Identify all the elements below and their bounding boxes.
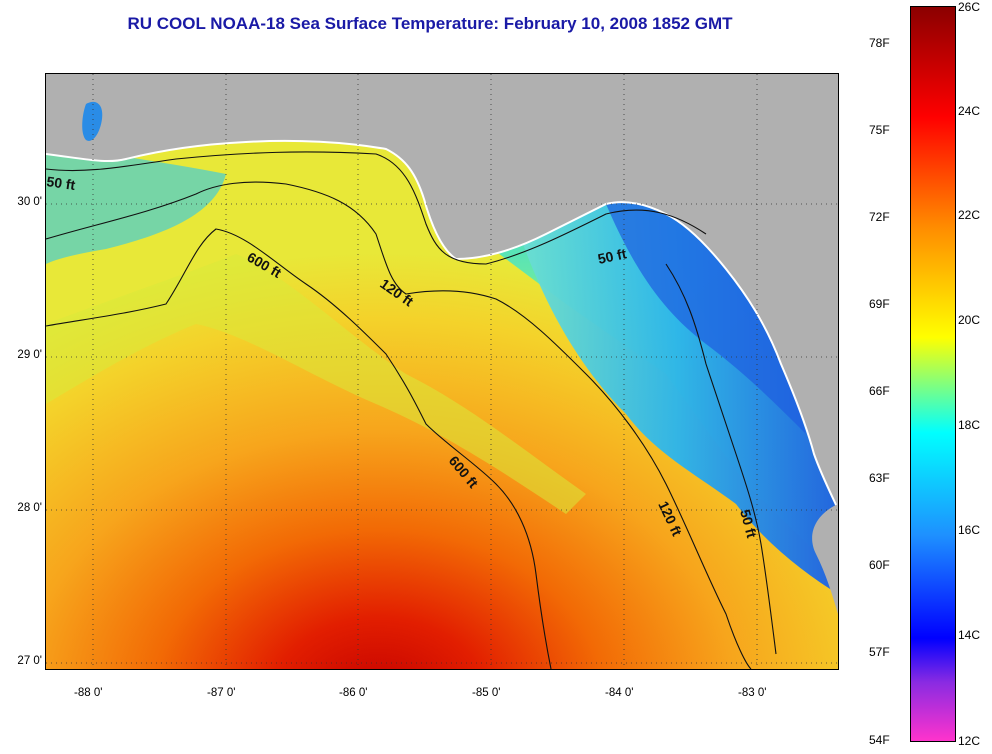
- colorbar-c-18: 18C: [958, 418, 981, 432]
- temperature-colorbar: [910, 6, 956, 742]
- land-south: [812, 504, 838, 614]
- sst-map-canvas: 50 ft 600 ft 120 ft 50 ft 600 ft 120 ft …: [46, 74, 838, 669]
- colorbar-c-20: 20C: [958, 313, 981, 327]
- colorbar-f-54: 54F: [869, 733, 890, 747]
- contour-label-50ft-west: 50 ft: [46, 173, 77, 193]
- coldest-water: [606, 201, 806, 434]
- contour-50ft-north: [46, 151, 707, 265]
- colorbar-f-72: 72F: [869, 210, 890, 224]
- bathymetry-contours: [46, 151, 777, 669]
- lat-label-27: 27 0': [17, 655, 42, 667]
- colorbar-c-16: 16C: [958, 523, 981, 537]
- contour-50ft-east: [665, 263, 777, 655]
- lat-label-30: 30 0': [17, 196, 42, 208]
- coastline: [46, 139, 838, 510]
- colorbar-f-57: 57F: [869, 645, 890, 659]
- land: [46, 74, 838, 509]
- colorbar-f-63: 63F: [869, 471, 890, 485]
- colorbar-f-66: 66F: [869, 384, 890, 398]
- contour-label-50ft-south: 50 ft: [737, 508, 760, 540]
- contour-600ft: [46, 228, 552, 669]
- lon-label-87: -87 0': [207, 687, 236, 699]
- colorbar-c-22: 22C: [958, 208, 981, 222]
- colorbar-c-14: 14C: [958, 628, 981, 642]
- lon-label-88: -88 0': [74, 687, 103, 699]
- contour-120ft: [46, 181, 752, 669]
- lon-label-85: -85 0': [472, 687, 501, 699]
- colorbar-c-24: 24C: [958, 104, 981, 118]
- colorbar-f-60: 60F: [869, 558, 890, 572]
- lon-label-83: -83 0': [738, 687, 767, 699]
- transition-band: [46, 254, 586, 514]
- colorbar-f-78: 78F: [869, 36, 890, 50]
- sst-map: 50 ft 600 ft 120 ft 50 ft 600 ft 120 ft …: [45, 73, 839, 670]
- map-title: RU COOL NOAA-18 Sea Surface Temperature:…: [127, 14, 733, 33]
- colorbar-c-12: 12C: [958, 734, 981, 748]
- colorbar-c-26: 26C: [958, 0, 981, 14]
- lon-label-86: -86 0': [339, 687, 368, 699]
- mobile-bay: [82, 101, 103, 141]
- lat-label-29: 29 0': [17, 349, 42, 361]
- colorbar-f-69: 69F: [869, 297, 890, 311]
- colorbar-f-75: 75F: [869, 123, 890, 137]
- lat-label-28: 28 0': [17, 502, 42, 514]
- graticule: [46, 74, 838, 669]
- contour-label-50ft-east: 50 ft: [596, 245, 628, 267]
- lon-label-84: -84 0': [605, 687, 634, 699]
